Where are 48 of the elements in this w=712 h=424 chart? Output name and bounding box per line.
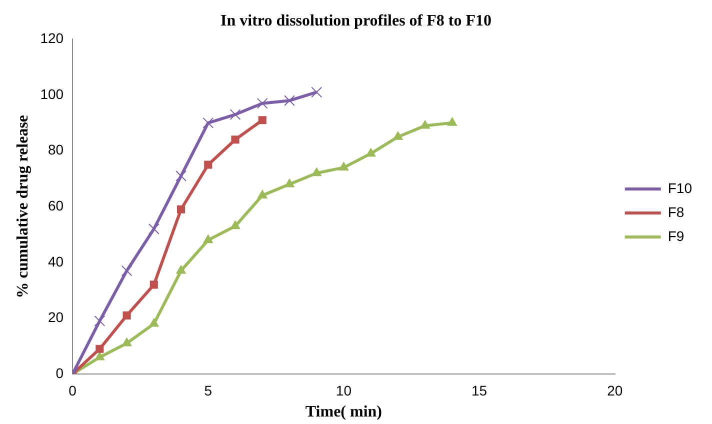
point — [284, 95, 295, 106]
legend-label: F8 — [668, 204, 684, 220]
point — [338, 162, 349, 171]
y-axis-title: % cumulative drug release — [14, 114, 32, 298]
point — [311, 86, 322, 98]
point — [176, 205, 186, 214]
point — [96, 344, 104, 353]
y-tick-label: 20 — [48, 309, 64, 326]
point — [176, 265, 186, 274]
point — [149, 318, 159, 327]
x-tick-label: 0 — [68, 382, 77, 398]
chart-title: In vitro dissolution profiles of F8 to F10 — [220, 12, 492, 30]
point — [148, 223, 160, 234]
x-tick-label: 15 — [472, 382, 488, 398]
legend-label: F10 — [668, 180, 692, 196]
point — [150, 280, 158, 289]
point — [122, 311, 131, 320]
point — [258, 190, 268, 198]
point — [202, 117, 214, 128]
point — [231, 136, 240, 144]
point — [393, 131, 403, 140]
point — [258, 116, 266, 124]
y-tick-label: 0 — [56, 364, 64, 381]
point — [230, 109, 241, 120]
point — [366, 148, 376, 157]
point — [447, 117, 458, 126]
point — [256, 98, 268, 109]
point — [203, 234, 213, 244]
y-tick-label: 60 — [48, 197, 64, 214]
x-axis-title: Time( min) — [305, 404, 382, 421]
point — [122, 338, 132, 346]
x-tick-label: 5 — [204, 382, 212, 398]
point — [94, 316, 106, 326]
point — [312, 168, 322, 176]
y-tick-label: 80 — [48, 142, 64, 158]
point — [204, 160, 212, 169]
y-tick-label: 120 — [40, 30, 64, 46]
x-tick-label: 20 — [607, 382, 623, 398]
point — [176, 170, 186, 182]
point — [284, 178, 294, 188]
y-tick-label: 100 — [40, 86, 64, 102]
point — [94, 352, 105, 360]
point — [420, 120, 430, 129]
point — [230, 220, 240, 230]
y-tick-label: 40 — [48, 253, 64, 270]
x-tick-label: 10 — [336, 382, 352, 398]
point — [121, 265, 132, 276]
legend-label: F9 — [668, 228, 684, 244]
